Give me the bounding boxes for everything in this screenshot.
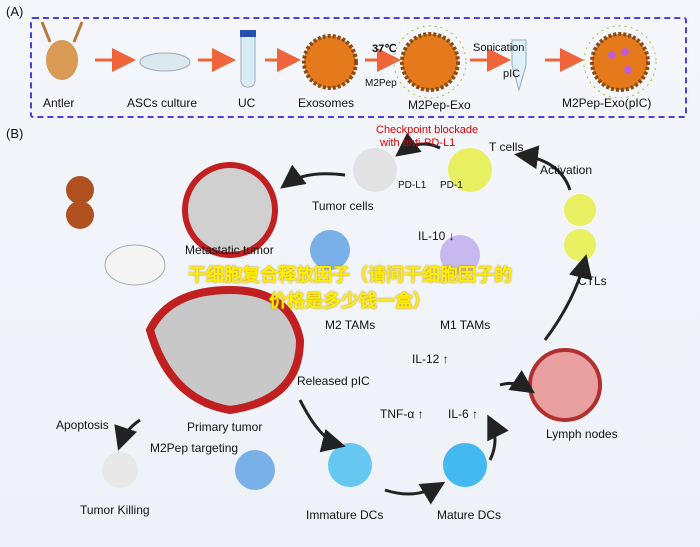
pd-l1-label: PD-L1 <box>398 180 427 191</box>
immature-dcs-label: Immature DCs <box>306 508 384 522</box>
lymph-nodes-label: Lymph nodes <box>546 427 618 441</box>
il10-label: IL-10 ↓ <box>418 229 455 243</box>
deer-icon <box>40 21 84 80</box>
cells <box>66 148 602 490</box>
checkpoint-label-2: with anti-PD-L1 <box>380 137 456 149</box>
panel-b-label: (B) <box>6 126 24 141</box>
il6-label: IL-6 ↑ <box>448 407 479 421</box>
flow-arrows <box>114 132 593 505</box>
m2pep-label: M2Pep <box>365 78 397 89</box>
temperature: 37℃ <box>372 43 397 55</box>
petri-dish-icon <box>139 52 191 72</box>
step-label: M2Pep-Exo(pIC) <box>562 96 652 110</box>
sonication-label: Sonication <box>473 42 525 54</box>
ctls-label: CTLs <box>578 274 607 288</box>
panel-a-frame <box>30 17 687 118</box>
tnf-label: TNF-α ↑ <box>380 407 424 421</box>
activation-label: Activation <box>540 163 593 177</box>
apoptosis-label: Apoptosis <box>56 418 109 432</box>
tumor-killing-label: Tumor Killing <box>80 503 150 517</box>
exosome-icons <box>302 25 657 99</box>
metastatic-label: Metastatic tumor <box>185 243 274 257</box>
step-label: Antler <box>43 96 75 110</box>
step-label: ASCs culture <box>127 96 198 110</box>
m2-tams-label: M2 TAMs <box>325 318 376 332</box>
tumor-graphics <box>104 162 305 415</box>
targeting-label: M2Pep targeting <box>150 441 239 455</box>
step-label: M2Pep-Exo <box>408 98 471 112</box>
mature-dcs-label: Mature DCs <box>437 508 502 522</box>
primary-tumor-label: Primary tumor <box>187 420 263 434</box>
watermark-overlay-text: 干细胞复合释放因子（请问干细胞因子的价格是多少钱一盒） <box>188 265 512 311</box>
il12-label: IL-12 ↑ <box>412 352 449 366</box>
pic-label: pIC <box>503 68 521 80</box>
tumor-cells-label: Tumor cells <box>312 199 374 213</box>
step-label: Exosomes <box>298 96 355 110</box>
eppendorf-icon <box>511 39 527 92</box>
t-cells-label: T cells <box>489 140 524 154</box>
step-label: UC <box>238 96 256 110</box>
m1-tams-label: M1 TAMs <box>440 318 491 332</box>
pd-1-label: PD-1 <box>440 180 463 191</box>
panel-a-label: (A) <box>6 4 24 19</box>
released-pic-label: Released pIC <box>297 374 370 388</box>
checkpoint-label: Checkpoint blockade <box>376 124 479 136</box>
